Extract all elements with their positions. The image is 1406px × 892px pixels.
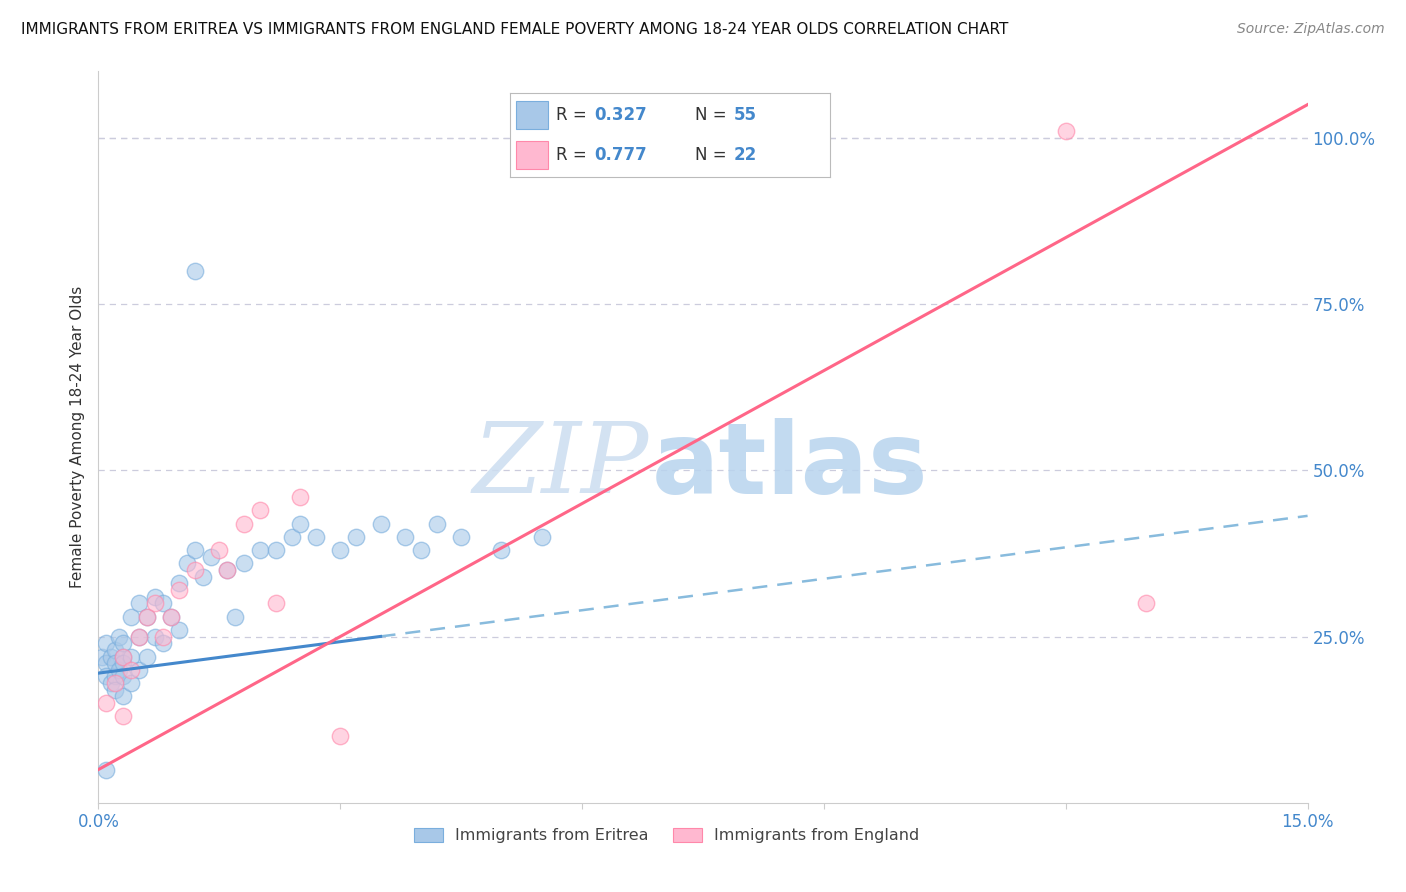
Point: [111, 656, 134, 670]
Point: [288, 490, 311, 504]
Point: [128, 630, 150, 644]
Point: [167, 623, 190, 637]
Point: [264, 543, 287, 558]
Point: [128, 663, 150, 677]
Point: [344, 530, 367, 544]
Point: [426, 516, 449, 531]
Point: [217, 563, 239, 577]
Point: [152, 636, 174, 650]
Point: [167, 576, 190, 591]
Point: [491, 543, 513, 558]
Point: [249, 503, 271, 517]
Point: [152, 630, 174, 644]
Point: [120, 676, 142, 690]
Point: [394, 530, 416, 544]
Point: [370, 516, 392, 531]
Point: [128, 630, 150, 644]
Point: [281, 530, 304, 544]
Point: [409, 543, 432, 558]
Point: [135, 609, 157, 624]
Point: [128, 596, 150, 610]
Point: [111, 690, 134, 704]
Y-axis label: Female Poverty Among 18-24 Year Olds: Female Poverty Among 18-24 Year Olds: [69, 286, 84, 588]
Point: [143, 590, 166, 604]
Point: [103, 656, 125, 670]
Point: [217, 563, 239, 577]
Point: [120, 609, 142, 624]
Point: [135, 609, 157, 624]
Point: [530, 530, 553, 544]
Text: Source: ZipAtlas.com: Source: ZipAtlas.com: [1237, 22, 1385, 37]
Point: [167, 582, 190, 597]
Point: [1135, 596, 1157, 610]
Point: [200, 549, 222, 564]
Point: [107, 663, 129, 677]
Point: [184, 563, 207, 577]
Point: [96, 656, 118, 670]
Point: [249, 543, 271, 558]
Point: [143, 630, 166, 644]
Point: [305, 530, 328, 544]
Point: [100, 649, 122, 664]
Point: [264, 596, 287, 610]
Point: [135, 649, 157, 664]
Point: [288, 516, 311, 531]
Point: [96, 763, 118, 777]
Point: [111, 636, 134, 650]
Point: [111, 669, 134, 683]
Point: [111, 649, 134, 664]
Point: [91, 649, 114, 664]
Point: [232, 557, 254, 571]
Point: [184, 264, 207, 278]
Point: [107, 630, 129, 644]
Legend: Immigrants from Eritrea, Immigrants from England: Immigrants from Eritrea, Immigrants from…: [408, 822, 927, 850]
Point: [120, 663, 142, 677]
Point: [160, 609, 183, 624]
Text: IMMIGRANTS FROM ERITREA VS IMMIGRANTS FROM ENGLAND FEMALE POVERTY AMONG 18-24 YE: IMMIGRANTS FROM ERITREA VS IMMIGRANTS FR…: [21, 22, 1008, 37]
Text: ZIP: ZIP: [472, 418, 648, 514]
Point: [152, 596, 174, 610]
Point: [111, 649, 134, 664]
Point: [160, 609, 183, 624]
Point: [1054, 124, 1077, 138]
Point: [176, 557, 198, 571]
Point: [96, 636, 118, 650]
Point: [184, 543, 207, 558]
Point: [224, 609, 246, 624]
Point: [103, 669, 125, 683]
Point: [111, 709, 134, 723]
Point: [103, 682, 125, 697]
Point: [120, 649, 142, 664]
Point: [193, 570, 215, 584]
Point: [329, 729, 352, 743]
Point: [100, 676, 122, 690]
Point: [103, 643, 125, 657]
Point: [103, 676, 125, 690]
Point: [208, 543, 231, 558]
Point: [450, 530, 472, 544]
Point: [96, 696, 118, 710]
Text: atlas: atlas: [652, 417, 929, 515]
Point: [143, 596, 166, 610]
Point: [329, 543, 352, 558]
Point: [692, 124, 714, 138]
Point: [96, 669, 118, 683]
Point: [232, 516, 254, 531]
